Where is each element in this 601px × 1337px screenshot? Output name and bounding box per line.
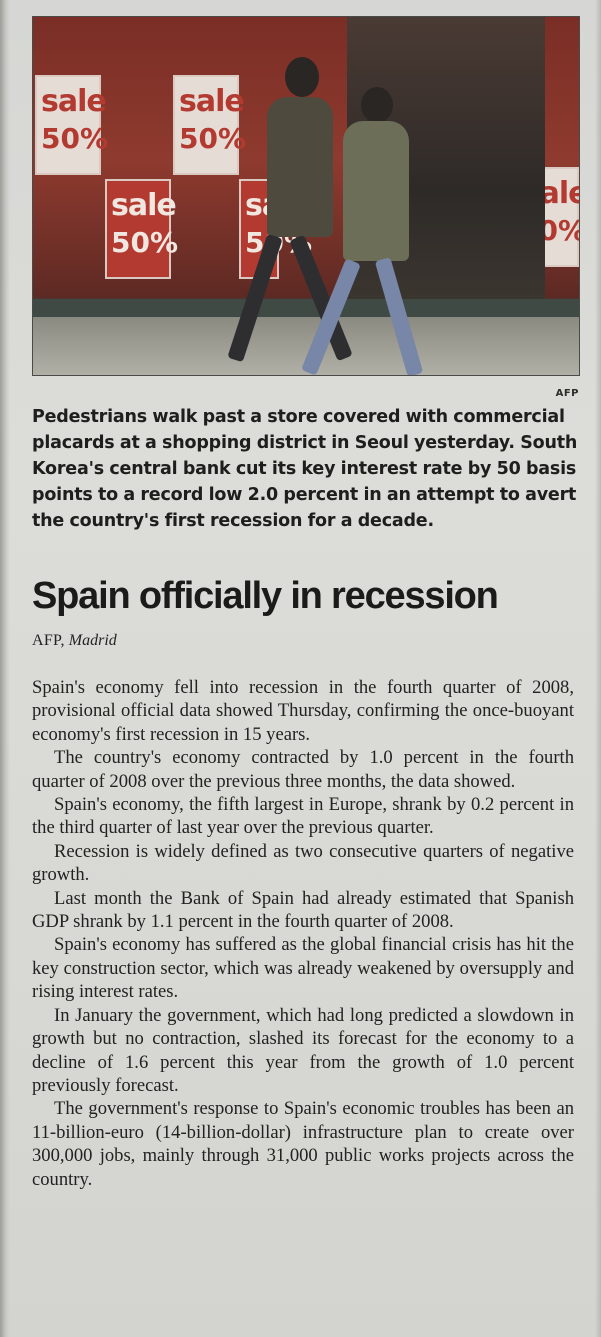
article-body: Spain's economy fell into recession in t… [32, 676, 574, 1191]
placard-percent-text: 50% [179, 122, 247, 155]
placard-percent-text: 50% [111, 226, 179, 259]
page-edge [595, 0, 601, 1337]
placard-percent-text: 50% [41, 122, 109, 155]
article-paragraph: Recession is widely defined as two conse… [32, 840, 574, 886]
article-paragraph: Spain's economy has suffered as the glob… [32, 934, 574, 1003]
photo-caption: Pedestrians walk past a store covered wi… [32, 407, 578, 531]
pedestrian-coat [343, 121, 409, 261]
article-paragraph: Spain's economy fell into recession in t… [32, 677, 574, 745]
sale-placard: sale 50% [35, 75, 109, 175]
article-paragraph: The government's response to Spain's eco… [32, 1098, 574, 1190]
article-paragraph: The country's economy contracted by 1.0 … [32, 747, 574, 792]
pedestrian-coat [267, 97, 333, 237]
pedestrian-leg [301, 258, 361, 375]
placard-sale-text: sale [41, 84, 107, 119]
byline-city: Madrid [68, 632, 117, 649]
pedestrian-figure [301, 87, 433, 375]
photo-credit: AFP [555, 388, 579, 399]
news-photo: sale 50% sale 50% sale 50% sale 50% ale … [32, 16, 580, 376]
pedestrian-leg [227, 233, 283, 363]
article-paragraph: Last month the Bank of Spain had already… [32, 887, 574, 933]
placard-sale-text: sale [111, 188, 177, 223]
pedestrian-head [361, 87, 393, 123]
article-headline: Spain officially in recession [32, 575, 499, 617]
byline-agency: AFP, [32, 632, 65, 649]
sale-placard: sale 50% [105, 179, 179, 279]
placard-sale-text: sale [179, 84, 245, 119]
sale-placard: sale 50% [173, 75, 247, 175]
pedestrian-leg [374, 257, 424, 375]
article-byline: AFP, Madrid [32, 632, 117, 650]
article-paragraph: In January the government, which had lon… [32, 1004, 574, 1096]
pedestrian-figure [227, 57, 353, 375]
window-ledge [33, 299, 579, 317]
pedestrian-head [285, 57, 319, 97]
article-paragraph: Spain's economy, the fifth largest in Eu… [32, 794, 574, 839]
page-shadow [0, 0, 10, 1337]
